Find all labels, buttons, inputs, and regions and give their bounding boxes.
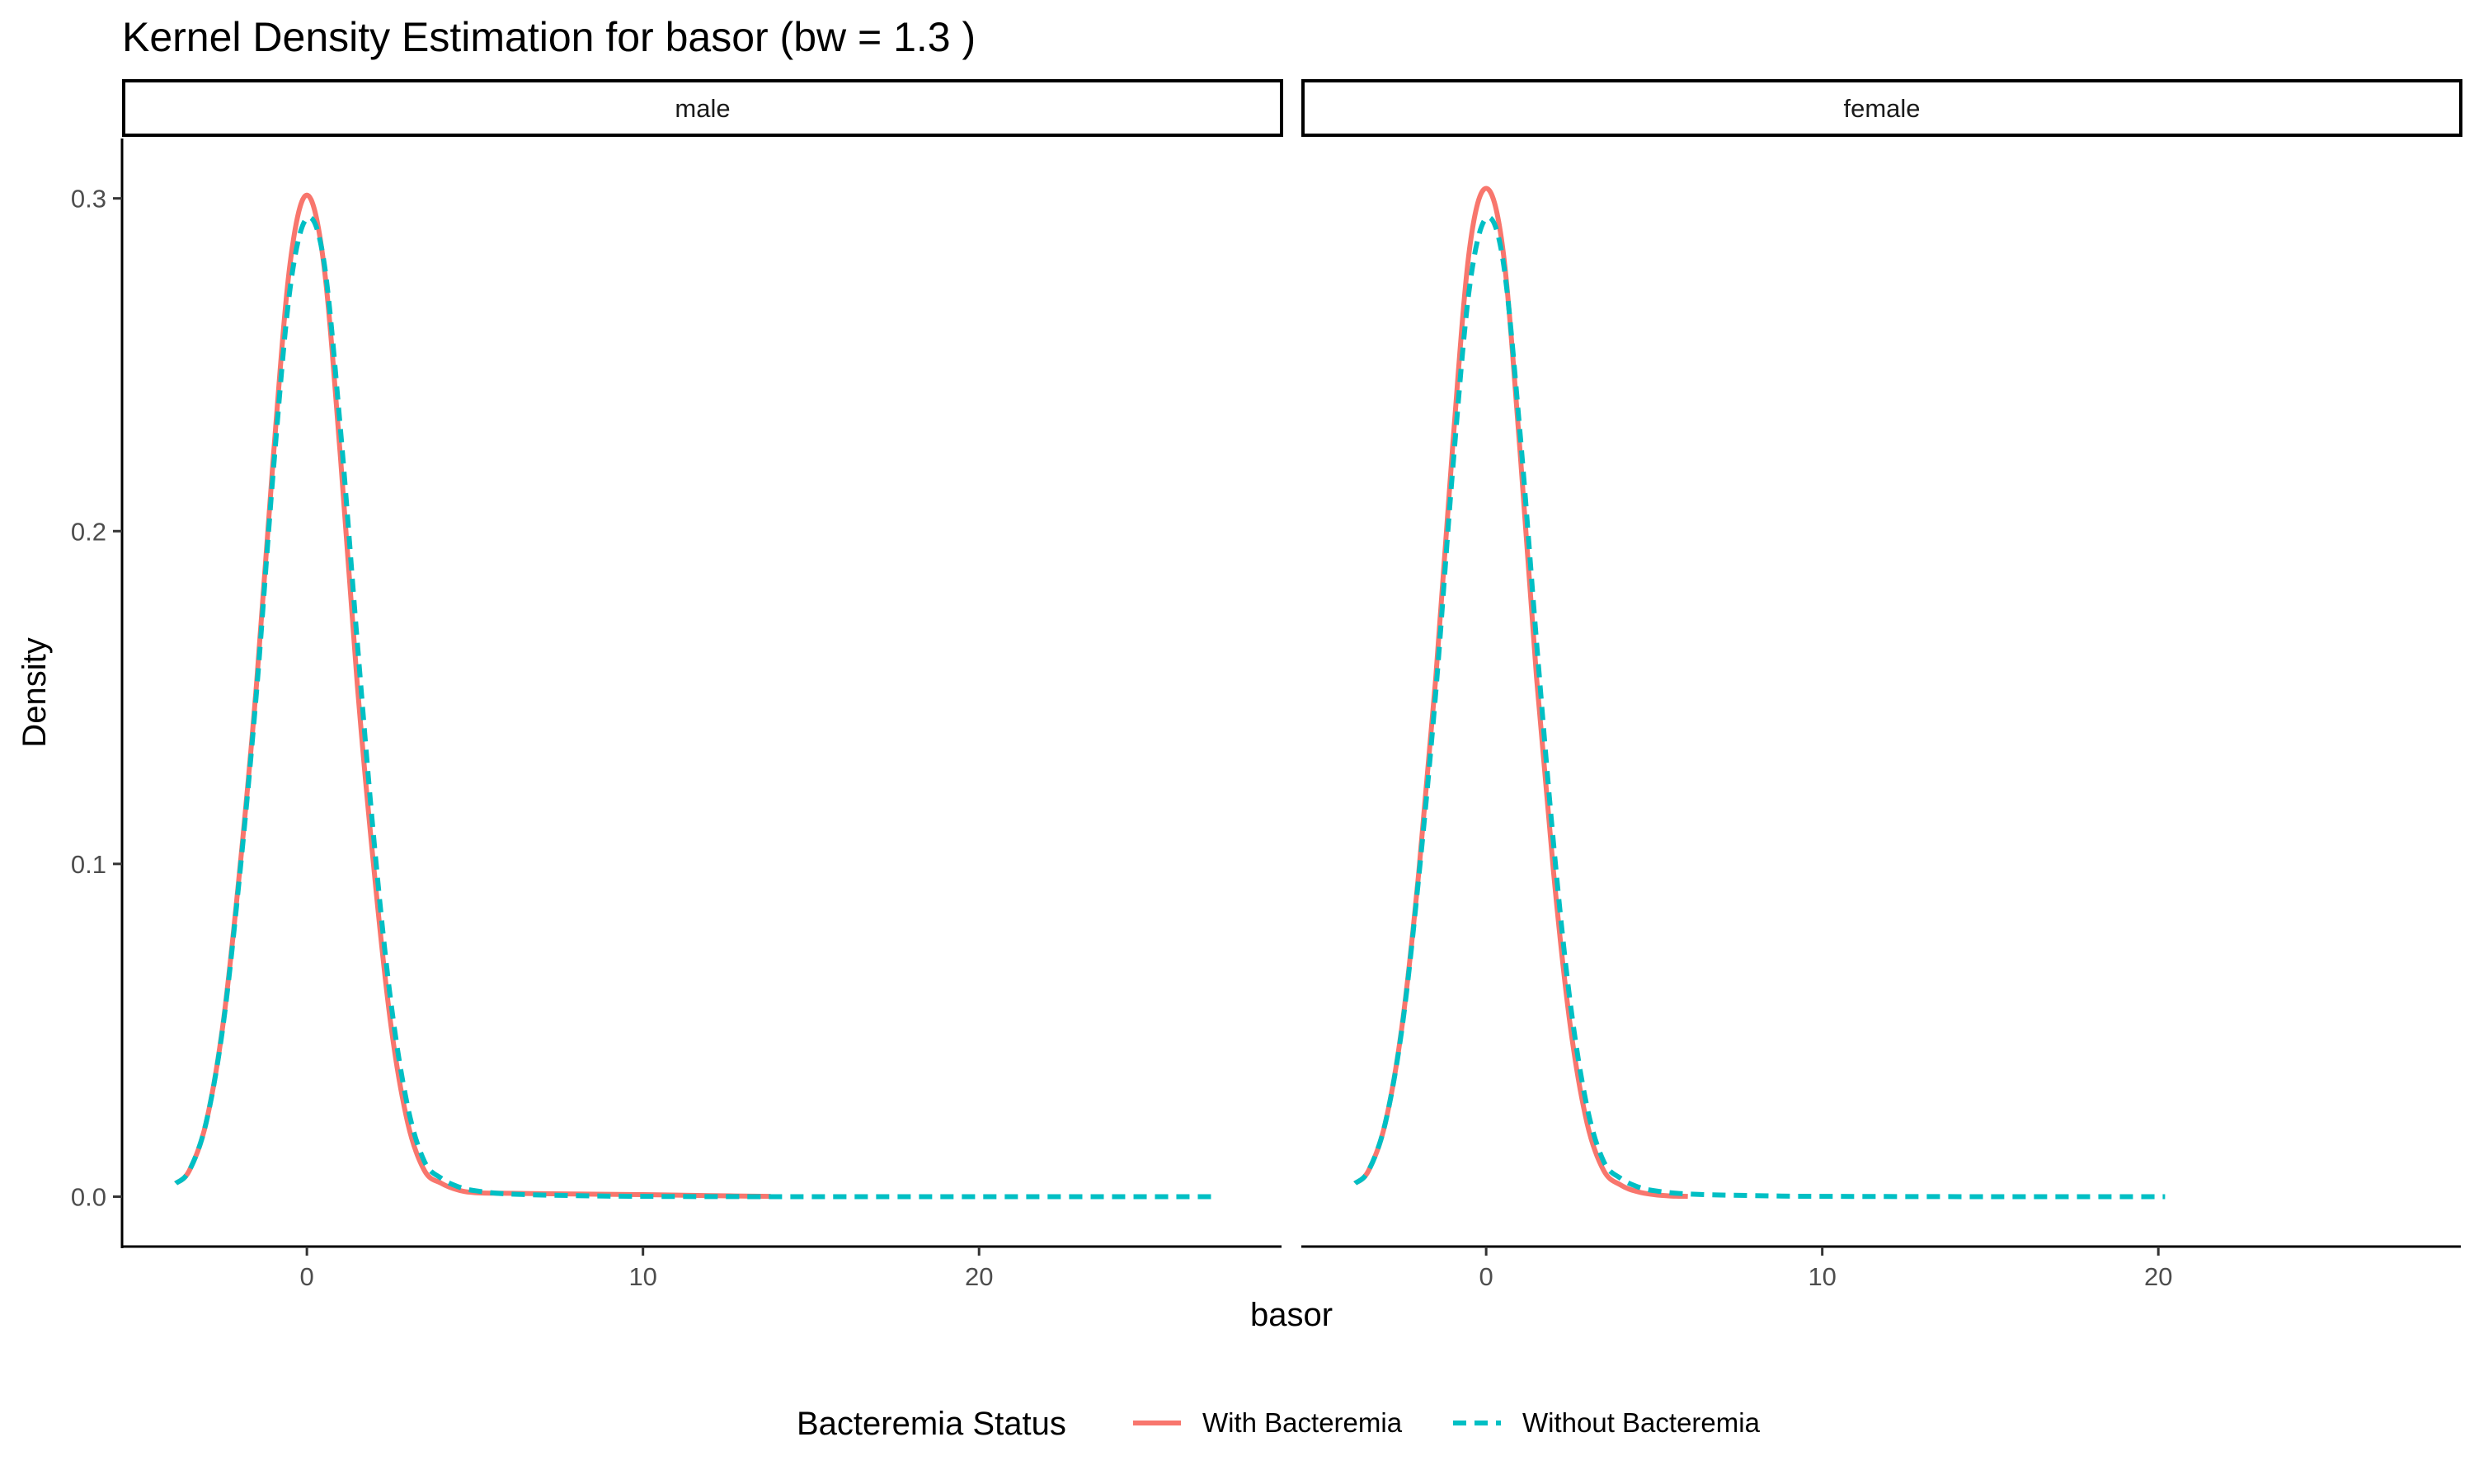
density-lines-male — [174, 192, 1215, 1200]
facet-strip-label-female: female — [1843, 94, 1920, 123]
x-ticks-male: 0 10 20 — [300, 1247, 993, 1291]
y-tick-label: 0.2 — [71, 517, 106, 546]
legend: Bacteremia Status With Bacteremia Withou… — [797, 1406, 1761, 1442]
x-tick-label: 0 — [300, 1262, 314, 1291]
facet-strip-male — [122, 79, 1283, 137]
x-tick-label: 20 — [965, 1262, 993, 1291]
y-axis-title: Density — [16, 637, 53, 747]
legend-label-with-bacteremia: With Bacteremia — [1202, 1407, 1403, 1438]
x-ticks-female: 0 10 20 — [1479, 1247, 2172, 1291]
x-axis-title: basor — [1250, 1297, 1333, 1333]
legend-title: Bacteremia Status — [797, 1406, 1066, 1442]
facet-male: male 0.0 0.1 0.2 0.3 0 10 20 — [71, 79, 1283, 1291]
y-tick-label: 0.3 — [71, 185, 106, 214]
x-tick-label: 10 — [1808, 1262, 1836, 1291]
facet-strip-label-male: male — [675, 94, 730, 123]
x-tick-label: 0 — [1479, 1262, 1493, 1291]
legend-label-without-bacteremia: Without Bacteremia — [1522, 1407, 1761, 1438]
density-line-without-bacteremia-female — [1353, 214, 2166, 1200]
facet-female: female 0 10 20 — [1301, 79, 2462, 1291]
facet-strip-female — [1301, 79, 2462, 137]
y-tick-label: 0.1 — [71, 850, 106, 879]
y-ticks: 0.0 0.1 0.2 0.3 — [71, 185, 122, 1211]
x-tick-label: 10 — [628, 1262, 656, 1291]
y-tick-label: 0.0 — [71, 1182, 106, 1211]
density-line-without-bacteremia-male — [174, 214, 1215, 1200]
chart-title: Kernel Density Estimation for basor (bw … — [122, 14, 976, 60]
density-lines-female — [1353, 186, 2166, 1200]
x-tick-label: 20 — [2144, 1262, 2172, 1291]
